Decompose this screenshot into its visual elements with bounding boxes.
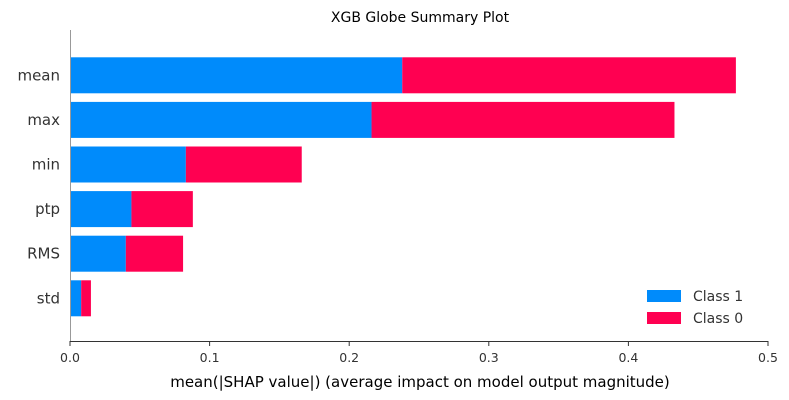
- bar-ptp-class-1: [70, 191, 132, 228]
- x-tick-label: 0.3: [479, 350, 499, 365]
- bar-ptp-class-0: [131, 191, 193, 228]
- y-tick-labels: mean max min ptp RMS std: [17, 66, 60, 307]
- bar-min-class-1: [70, 146, 186, 183]
- legend: Class 1 Class 0: [647, 289, 743, 327]
- bar-std-class-1: [70, 280, 82, 317]
- legend-swatch-class-1: [647, 290, 681, 302]
- bar-rms-class-0: [125, 235, 184, 272]
- legend-label: Class 1: [693, 289, 743, 305]
- bar-mean-class-1: [70, 57, 403, 94]
- y-tick-label: RMS: [27, 245, 60, 263]
- y-tick-label: ptp: [35, 200, 60, 218]
- y-tick-label: mean: [17, 66, 60, 84]
- x-tick-group: 0.0 0.1 0.2 0.3 0.4 0.5: [60, 341, 778, 365]
- y-tick-label: std: [37, 289, 60, 307]
- x-tick-label: 0.1: [200, 350, 220, 365]
- y-tick-label: max: [27, 111, 60, 129]
- x-axis-label: mean(|SHAP value|) (average impact on mo…: [170, 373, 670, 391]
- x-tick-label: 0.5: [758, 350, 778, 365]
- y-tick-label: min: [32, 156, 60, 174]
- bar-min-class-0: [185, 146, 302, 183]
- legend-label: Class 0: [693, 311, 743, 327]
- chart-title: XGB Globe Summary Plot: [331, 10, 510, 26]
- x-tick-label: 0.2: [339, 350, 359, 365]
- legend-swatch-class-0: [647, 312, 681, 324]
- x-tick-label: 0.0: [60, 350, 80, 365]
- bars-group: [70, 57, 736, 317]
- x-tick-label: 0.4: [618, 350, 638, 365]
- bar-max-class-0: [371, 101, 675, 138]
- bar-rms-class-1: [70, 235, 126, 272]
- bar-std-class-0: [81, 280, 91, 317]
- bar-mean-class-0: [402, 57, 736, 94]
- bar-max-class-1: [70, 101, 372, 138]
